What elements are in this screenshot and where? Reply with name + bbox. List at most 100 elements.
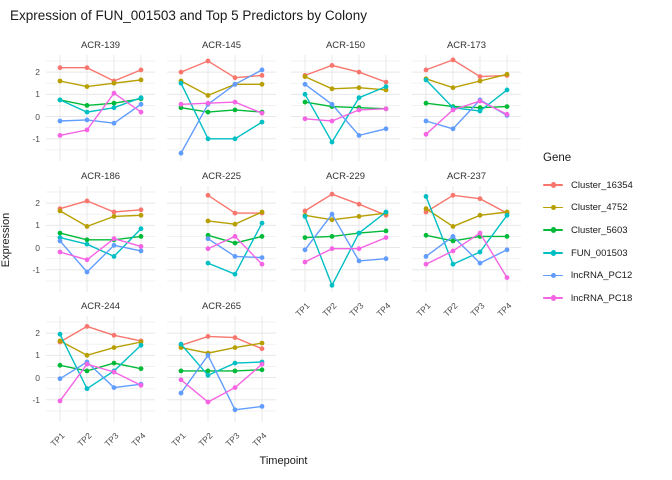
series-point-Cluster_4752 [57,338,63,344]
series-point-Cluster_4752 [138,77,144,83]
series-point-lncRNA_PC12 [302,247,308,253]
series-line-Cluster_5603 [425,234,507,242]
series-point-Cluster_4752 [84,84,90,89]
y-tick-label: 2 [35,67,40,78]
series-point-FUN_001503 [302,214,308,219]
series-point-lncRNA_PC12 [57,376,63,382]
series-point-lncRNA_PC12 [329,211,335,217]
series-point-Cluster_5603 [84,368,90,374]
facet-panel [412,55,521,161]
series-line-Cluster_16354 [304,64,387,83]
series-point-lncRNA_PC18 [477,230,483,236]
y-tick-label: -1 [32,264,40,275]
series-point-Cluster_16354 [329,191,335,197]
facet-label: ACR-145 [201,40,242,51]
series-point-lncRNA_PC12 [232,254,238,259]
legend-label: lncRNA_PC18 [571,292,633,304]
series-point-lncRNA_PC18 [57,398,63,404]
x-tick-label: TP1 [169,430,188,449]
series-point-lncRNA_PC18 [302,259,308,265]
legend-key-icon [543,202,563,214]
y-tick-label: 1 [35,220,40,231]
series-point-Cluster_4752 [504,71,510,77]
series-point-FUN_001503 [232,360,238,366]
series-point-Cluster_5603 [383,228,389,234]
facet-label: ACR-229 [325,171,366,182]
series-point-Cluster_4752 [477,78,483,84]
x-tick-label: TP4 [129,430,148,449]
series-point-lncRNA_PC12 [450,126,456,132]
series-point-lncRNA_PC18 [383,106,389,112]
series-point-lncRNA_PC18 [111,236,117,242]
series-point-Cluster_5603 [504,104,510,109]
series-point-lncRNA_PC12 [178,390,184,396]
series-point-FUN_001503 [178,341,184,347]
series-line-Cluster_16354 [180,60,263,79]
x-tick-label: TP2 [441,300,460,319]
series-point-lncRNA_PC12 [259,255,265,260]
series-point-Cluster_4752 [84,224,90,229]
series-line-lncRNA_PC12 [304,83,387,137]
series-point-Cluster_5603 [138,366,144,372]
series-point-Cluster_4752 [423,206,429,212]
series-point-Cluster_4752 [259,209,265,215]
series-line-Cluster_4752 [180,342,263,354]
series-point-lncRNA_PC18 [504,111,510,117]
series-point-lncRNA_PC18 [504,275,510,280]
legend-label: Cluster_4752 [571,202,628,214]
series-point-Cluster_16354 [84,198,90,204]
series-point-Cluster_5603 [84,103,90,108]
series-point-Cluster_5603 [423,100,429,106]
series-point-Cluster_4752 [259,81,265,87]
series-point-lncRNA_PC18 [423,261,429,267]
series-point-FUN_001503 [57,331,63,337]
series-point-Cluster_16354 [138,207,144,213]
series-point-Cluster_5603 [84,237,90,243]
series-point-Cluster_5603 [232,107,238,113]
series-line-lncRNA_PC18 [180,101,263,114]
series-point-FUN_001503 [232,136,238,142]
legend-label: Cluster_5603 [571,224,628,236]
series-point-FUN_001503 [259,119,265,125]
legend-key-icon [543,247,563,259]
x-tick-label: TP1 [293,300,312,319]
series-point-lncRNA_PC12 [205,352,211,358]
series-point-Cluster_16354 [383,79,389,85]
facet-panel [46,55,155,161]
series-point-lncRNA_PC18 [423,131,429,137]
series-point-lncRNA_PC18 [84,127,90,133]
series-point-Cluster_5603 [111,100,117,106]
series-point-lncRNA_PC18 [450,248,456,254]
y-tick-label: 0 [35,242,40,253]
series-point-lncRNA_PC12 [205,236,211,242]
series-point-lncRNA_PC18 [477,98,483,104]
series-point-lncRNA_PC18 [178,101,184,107]
legend-item-lncRNA_PC18: lncRNA_PC18 [543,287,633,310]
series-point-Cluster_4752 [111,345,117,350]
series-line-Cluster_16354 [59,200,142,213]
series-point-FUN_001503 [57,97,63,103]
series-line-FUN_001503 [425,196,508,266]
legend-item-lncRNA_PC12: lncRNA_PC12 [543,264,633,287]
series-point-FUN_001503 [259,220,265,226]
series-point-lncRNA_PC18 [302,116,308,122]
series-point-Cluster_16354 [329,63,335,68]
series-point-FUN_001503 [84,109,90,115]
x-axis-title: Timepoint [259,455,308,467]
series-line-Cluster_4752 [180,80,262,97]
facet-panel [167,186,276,292]
series-line-lncRNA_PC18 [59,92,142,137]
series-line-Cluster_4752 [59,210,142,228]
series-point-Cluster_4752 [450,85,456,91]
series-point-lncRNA_PC12 [329,101,335,107]
series-point-FUN_001503 [84,241,90,247]
series-point-Cluster_16354 [232,335,238,340]
series-point-Cluster_5603 [178,105,184,111]
series-point-Cluster_5603 [57,362,63,368]
series-point-Cluster_4752 [329,217,335,223]
series-point-lncRNA_PC18 [356,107,362,113]
series-point-Cluster_16354 [111,209,117,215]
x-tick-label: TP3 [468,300,487,319]
series-line-Cluster_4752 [304,212,387,221]
series-point-Cluster_16354 [232,210,238,216]
